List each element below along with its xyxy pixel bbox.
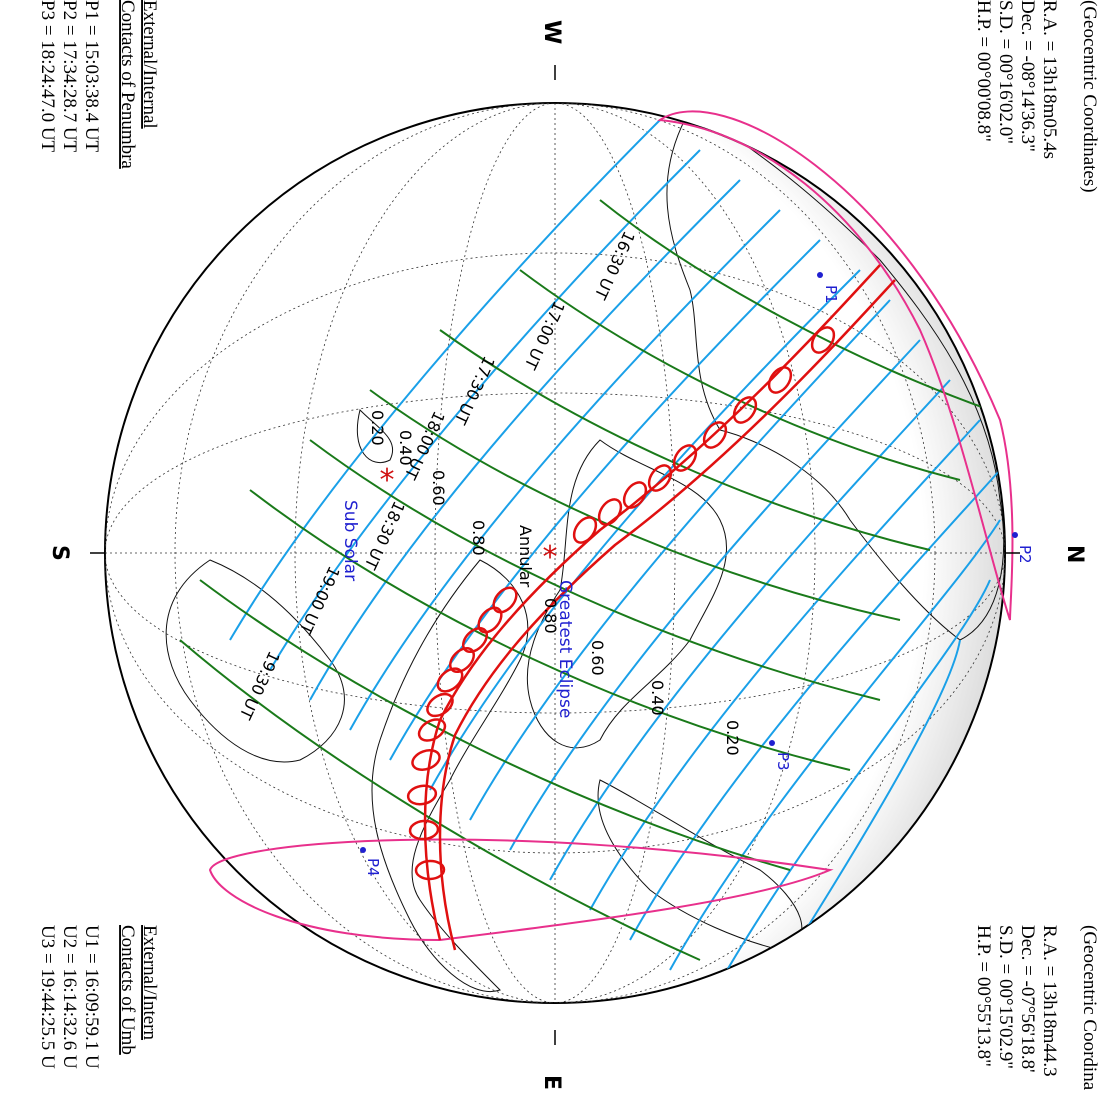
greatest-eclipse-label: Greatest Eclipse (555, 580, 575, 718)
umbra-u3: U3 = 19:44:25.5 U (37, 925, 58, 1069)
central-path (406, 264, 896, 951)
contact-label-p3: P3 (774, 752, 792, 771)
moon-heading: (Geocentric Coordina (1079, 925, 1100, 1091)
annular-label: Annular (516, 525, 535, 588)
magnitude-label: 0.20 (723, 720, 742, 756)
penumbra-p1: P1 = 15:03:38.4 UT (81, 0, 102, 153)
sub-solar-label: Sub Solar (340, 500, 360, 581)
contact-dots (360, 272, 1018, 853)
umbra-u1: U1 = 16:09:59.1 U (81, 925, 102, 1069)
contact-labels: P1 P2 P3 P4 (364, 285, 1034, 877)
magnitude-label: 0.80 (469, 520, 488, 556)
magnitude-labels: 0.20 0.40 0.60 0.80 0.80 0.60 0.40 0.20 (368, 410, 742, 756)
magnitude-label: 0.40 (396, 430, 415, 466)
svg-text:*: * (380, 463, 395, 498)
svg-text:*: * (543, 540, 558, 575)
penumbra-p2: P2 = 17:34:28.7 UT (59, 0, 80, 153)
compass-north: N (1062, 545, 1087, 563)
umbra-contacts: External/Intern Contacts of Umb U1 = 16:… (37, 925, 160, 1069)
penumbra-limits (208, 110, 1014, 942)
penumbra-title-1: External/Internal (139, 0, 160, 129)
contact-label-p1: P1 (822, 285, 840, 304)
sun-ra: R.A. = 13h18m05.4s (1039, 0, 1060, 159)
graticule (105, 103, 1005, 1003)
greatest-eclipse-marker: * (543, 540, 558, 575)
moon-sd: S.D. = 00°15'02.9" (995, 925, 1016, 1069)
umbra-title-2: Contacts of Umb (117, 925, 138, 1055)
sun-sd: S.D. = 00°16'02.0" (995, 0, 1016, 144)
sun-dec: Dec. = -08°14'36.3" (1017, 0, 1038, 152)
penumbra-p3: P3 = 18:24:47.0 UT (37, 0, 58, 153)
magnitude-label: 0.60 (429, 470, 448, 506)
umbra-u2: U2 = 16:14:32.6 U (59, 925, 80, 1069)
moon-hp: H.P. = 00°55'13.8" (973, 925, 994, 1067)
magnitude-label: 0.80 (541, 598, 560, 634)
magnitude-label: 0.60 (588, 640, 607, 676)
compass-west: W (539, 20, 564, 44)
penumbra-contacts: External/Internal Contacts of Penumbra P… (37, 0, 160, 169)
globe (104, 102, 1006, 1004)
moon-ra: R.A. = 13h18m44.3 (1039, 925, 1060, 1077)
sun-heading: (Geocentric Coordinates) (1079, 0, 1100, 193)
compass-south-visible: S (47, 545, 72, 561)
contact-label-p4: P4 (364, 858, 382, 877)
contact-label-p2: P2 (1016, 545, 1034, 564)
sub-solar-marker: * (380, 463, 395, 498)
penumbra-title-2: Contacts of Penumbra (117, 0, 138, 169)
moon-dec: Dec. = -07°56'18.8' (1017, 925, 1038, 1073)
magnitude-label: 0.40 (648, 680, 667, 716)
compass: W S E (90, 20, 1020, 1090)
sun-hp: H.P. = 00°00'08.8" (973, 0, 994, 142)
magnitude-label: 0.20 (368, 410, 387, 446)
sun-coordinates: (Geocentric Coordinates) R.A. = 13h18m05… (973, 0, 1100, 193)
compass-east: E (539, 1075, 564, 1090)
moon-coordinates: (Geocentric Coordina R.A. = 13h18m44.3 D… (973, 925, 1100, 1091)
umbra-title-1: External/Intern (139, 925, 160, 1041)
